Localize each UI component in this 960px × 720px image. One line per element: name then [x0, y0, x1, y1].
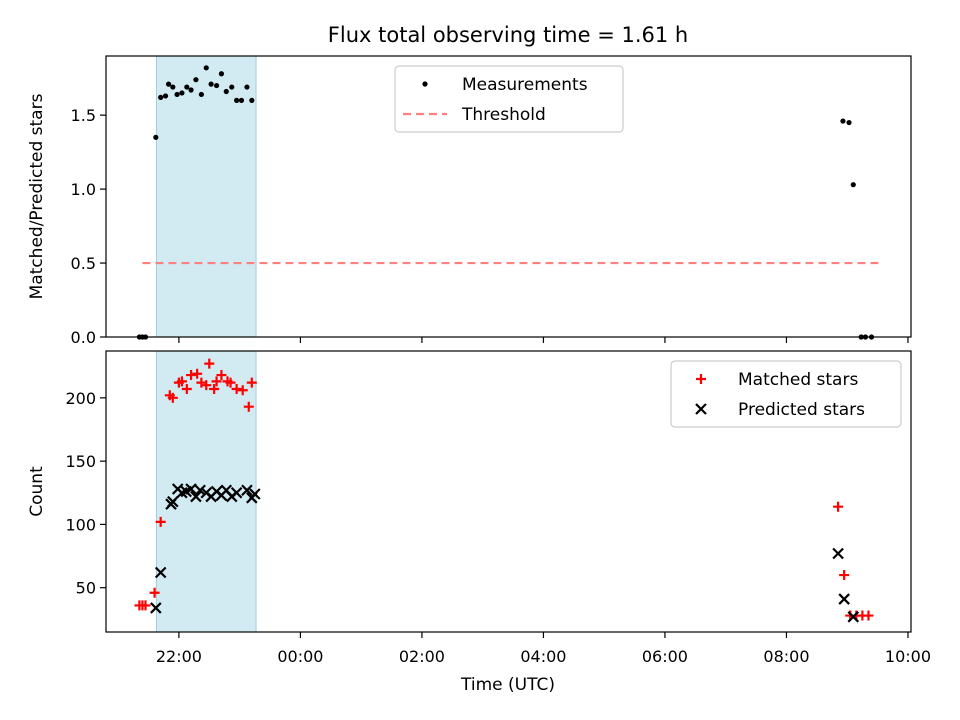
legend-label: Matched stars: [738, 370, 858, 390]
data-point: [167, 495, 179, 508]
y-tick-label: 1.5: [71, 106, 96, 125]
data-point: [155, 516, 166, 527]
y-tick-label: 100: [65, 515, 96, 534]
data-point: [193, 77, 199, 83]
count-panel: 50 100 150 200 22:00 00:00 02:00 04:00 06:00 08:0…: [27, 350, 931, 666]
data-point: [230, 486, 243, 499]
data-point: [211, 376, 222, 387]
data-point: [203, 65, 209, 71]
data-point: [249, 97, 255, 103]
legend-swatch: [696, 374, 706, 384]
data-point: [225, 377, 236, 388]
data-point: [238, 97, 245, 103]
legend-swatch: [695, 403, 707, 415]
data-point: [188, 87, 194, 93]
data-point: [209, 383, 220, 394]
data-point: [190, 490, 202, 503]
y-tick-label: 0.0: [71, 328, 96, 347]
data-point: [218, 71, 225, 77]
data-point: [840, 118, 846, 124]
ratio-panel: 0.0 0.5 1.0 1.5 Matched/Predicted stars Measu…: [27, 55, 912, 347]
data-point: [213, 82, 220, 89]
data-point: [246, 377, 257, 388]
data-point: [244, 84, 250, 90]
data-point: [241, 484, 253, 497]
data-point: [185, 483, 197, 495]
plot-frame: [105, 55, 912, 338]
data-point: [186, 370, 197, 381]
x-tick-label: 04:00: [520, 647, 566, 666]
y-tick-label: 50: [76, 579, 96, 598]
x-tick-label: 00:00: [277, 647, 323, 666]
figure-title: Flux total observing time = 1.61 h: [328, 23, 688, 47]
legend-label: Threshold: [461, 105, 546, 125]
data-point: [167, 392, 178, 403]
data-point: [158, 94, 164, 101]
data-point: [194, 484, 206, 497]
data-point: [154, 566, 167, 579]
data-point: [846, 119, 852, 126]
data-point: [243, 401, 254, 412]
y-axis-label: Count: [27, 466, 47, 517]
plot-frame: [105, 350, 912, 633]
legend-label: Measurements: [462, 75, 588, 95]
data-point: [216, 370, 227, 381]
data-point: [208, 81, 214, 87]
legend: Measurements Threshold: [394, 65, 624, 133]
data-point: [850, 182, 856, 188]
x-tick-label: 02:00: [399, 647, 445, 666]
legend-swatch: [422, 81, 428, 87]
data-point: [165, 81, 172, 87]
data-point: [179, 90, 185, 96]
x-axis-label: Time (UTC): [460, 675, 555, 695]
observation-window: [155, 55, 257, 338]
data-point: [176, 376, 187, 387]
y-tick-label: 150: [65, 452, 96, 471]
y-tick-label: 200: [65, 389, 96, 408]
data-point: [174, 91, 180, 98]
data-point: [153, 134, 159, 140]
data-point: [249, 488, 261, 500]
data-point: [192, 368, 203, 379]
data-point: [838, 593, 850, 605]
data-point: [832, 547, 844, 560]
data-point: [149, 587, 160, 598]
data-point: [847, 611, 860, 623]
data-point: [181, 383, 192, 394]
legend-box: [394, 65, 624, 133]
y-tick-label: 0.5: [71, 254, 96, 273]
data-point: [162, 93, 169, 99]
data-point: [184, 84, 190, 90]
data-point: [198, 91, 204, 98]
legend: Matched stars Predicted stars: [670, 360, 902, 428]
legend-label: Predicted stars: [738, 400, 865, 420]
data-point: [839, 570, 850, 581]
data-point: [204, 358, 215, 369]
data-point: [223, 88, 229, 95]
data-point: [170, 84, 176, 90]
x-tick-label: 22:00: [156, 647, 202, 666]
data-point: [201, 380, 212, 391]
data-point: [237, 385, 248, 396]
x-tick-label: 08:00: [763, 647, 809, 666]
data-point: [863, 610, 874, 621]
legend-box: [670, 360, 902, 428]
y-axis-label: Matched/Predicted stars: [27, 93, 47, 299]
data-point: [150, 602, 162, 614]
data-point: [833, 501, 844, 512]
data-point: [140, 600, 151, 611]
data-point: [229, 84, 235, 90]
x-tick-label: 06:00: [642, 647, 688, 666]
data-point: [234, 97, 240, 103]
x-tick-label: 10:00: [885, 647, 931, 666]
y-tick-label: 1.0: [71, 180, 96, 199]
data-point: [231, 383, 242, 394]
